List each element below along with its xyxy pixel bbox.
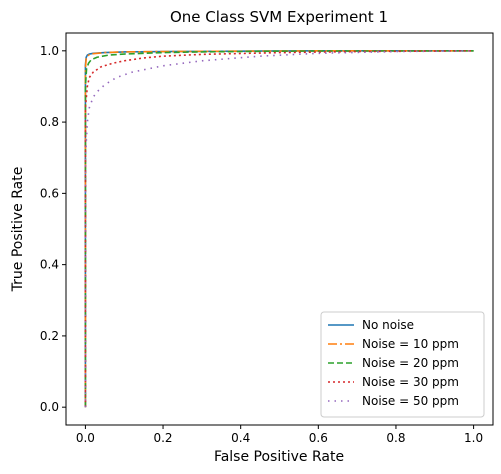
x-axis-label: False Positive Rate (214, 449, 344, 465)
series-line-1 (84, 50, 474, 408)
y-tick-label-0: 0.0 (40, 400, 59, 414)
y-tick-label-4: 0.8 (40, 115, 59, 129)
plot-frame (65, 32, 494, 426)
series-line-2 (84, 50, 474, 408)
ticks-group: 0.0 0.2 0.4 0.6 0.8 1.0 0.0 0.2 0.4 0.6 0.8 1.0 (40, 44, 483, 445)
y-axis-label: True Positive Rate (10, 167, 26, 293)
y-tick-label-1: 0.2 (40, 329, 59, 343)
legend-label-3: Noise = 30 ppm (362, 375, 459, 389)
legend-box (320, 311, 485, 418)
legend-label-1: Noise = 10 ppm (362, 337, 459, 351)
x-tick-label-5: 1.0 (464, 431, 483, 445)
y-tick-label-5: 1.0 (40, 44, 59, 58)
legend-label-0: No noise (362, 318, 414, 332)
x-tick-label-3: 0.6 (309, 431, 328, 445)
x-tick-label-4: 0.8 (386, 431, 405, 445)
series-group (84, 50, 474, 408)
y-tick-label-3: 0.6 (40, 186, 59, 200)
x-tick-label-1: 0.2 (153, 431, 172, 445)
x-tick-label-0: 0.0 (76, 431, 95, 445)
legend: No noise Noise = 10 ppm Noise = 20 ppm Nois… (320, 311, 485, 418)
y-tick-label-2: 0.4 (40, 258, 59, 272)
legend-label-2: Noise = 20 ppm (362, 356, 459, 370)
x-tick-label-2: 0.4 (231, 431, 250, 445)
chart-title: One Class SVM Experiment 1 (170, 8, 388, 26)
legend-label-4: Noise = 50 ppm (362, 394, 459, 408)
